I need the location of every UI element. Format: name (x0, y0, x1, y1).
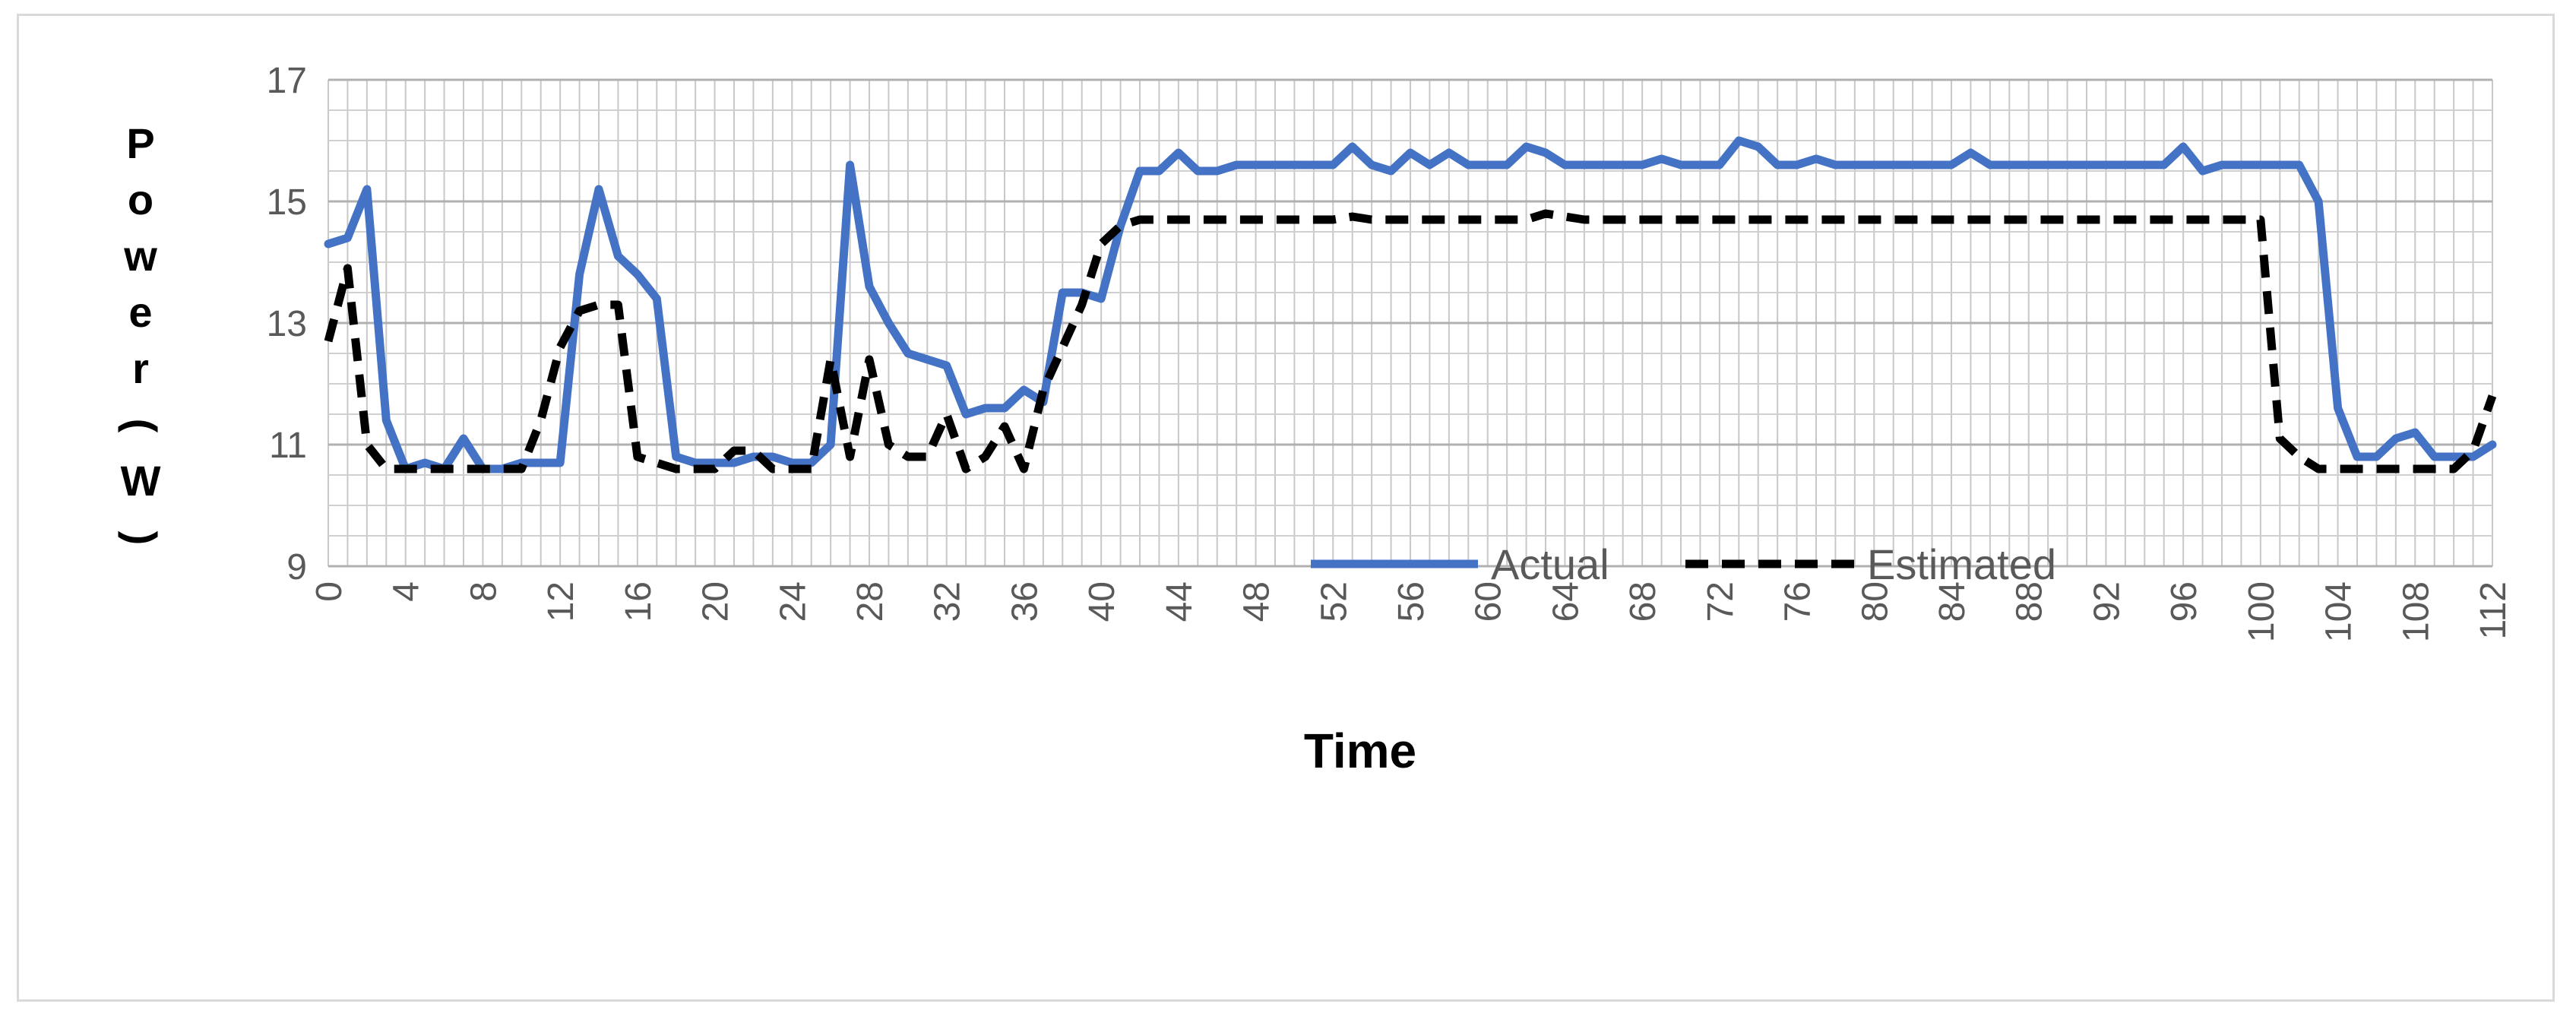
y-axis-label-char: ) (118, 531, 166, 546)
y-tick-label: 17 (267, 61, 307, 101)
y-tick-label: 11 (269, 426, 307, 466)
x-tick-label: 24 (773, 581, 813, 622)
x-tick-label: 40 (1082, 581, 1122, 622)
legend-label-estimated: Estimated (1867, 540, 2056, 588)
x-tick-label: 4 (387, 581, 427, 602)
x-tick-labels: 0 4 8 12 16 20 24 28 32 36 40 44 48 52 56 60 64 68 72 76 80 8… (309, 581, 2514, 642)
series-line-estimated (324, 209, 2497, 473)
legend-label-actual: Actual (1491, 540, 1609, 588)
y-tick-label: 15 (267, 182, 307, 223)
x-tick-label: 112 (2473, 581, 2514, 640)
chart-frame (17, 14, 2555, 1002)
y-axis-label-char: e (128, 288, 152, 336)
x-tick-label: 48 (1237, 581, 1277, 622)
x-tick-label: 0 (309, 581, 350, 602)
y-axis-label-char: r (132, 344, 149, 392)
x-tick-label: 60 (1469, 581, 1509, 622)
x-tick-label: 12 (541, 581, 581, 622)
x-tick-label: 108 (2396, 581, 2436, 642)
y-axis-label-char: o (128, 176, 153, 223)
x-tick-label: 56 (1391, 581, 1432, 622)
series-line-actual (324, 136, 2497, 473)
x-tick-label: 36 (1005, 581, 1045, 622)
y-axis-label-char: P (126, 119, 154, 167)
x-tick-label: 44 (1160, 581, 1200, 622)
x-tick-label: 52 (1314, 581, 1354, 622)
x-tick-label: 80 (1855, 581, 1895, 622)
x-tick-label: 32 (928, 581, 968, 622)
x-axis-label: Time (1304, 724, 1416, 778)
series-lines (324, 136, 2497, 473)
x-tick-label: 76 (1778, 581, 1818, 622)
x-tick-label: 104 (2319, 581, 2359, 642)
x-tick-label: 28 (850, 581, 891, 622)
x-tick-label: 16 (619, 581, 659, 622)
y-tick-label: 9 (286, 547, 307, 587)
x-tick-label: 96 (2164, 581, 2204, 622)
x-tick-label: 72 (1701, 581, 1741, 622)
x-tick-label: 100 (2242, 581, 2282, 642)
y-axis-label-char: W (121, 457, 161, 505)
x-tick-label: 84 (1932, 581, 1973, 622)
x-tick-label: 68 (1623, 581, 1663, 622)
x-tick-label: 8 (464, 581, 504, 602)
y-axis-label-char: ( (118, 419, 166, 433)
y-tick-labels: 9 11 13 15 17 (267, 61, 307, 587)
horizontal-gridlines (328, 78, 2492, 568)
x-tick-label: 92 (2087, 581, 2127, 622)
y-tick-label: 13 (267, 304, 307, 344)
y-axis-label-char: w (123, 232, 157, 280)
x-tick-label: 64 (1546, 581, 1586, 622)
x-tick-label: 20 (696, 581, 736, 622)
x-tick-label: 88 (2010, 581, 2050, 622)
legend: Actual Estimated (1311, 540, 2056, 588)
